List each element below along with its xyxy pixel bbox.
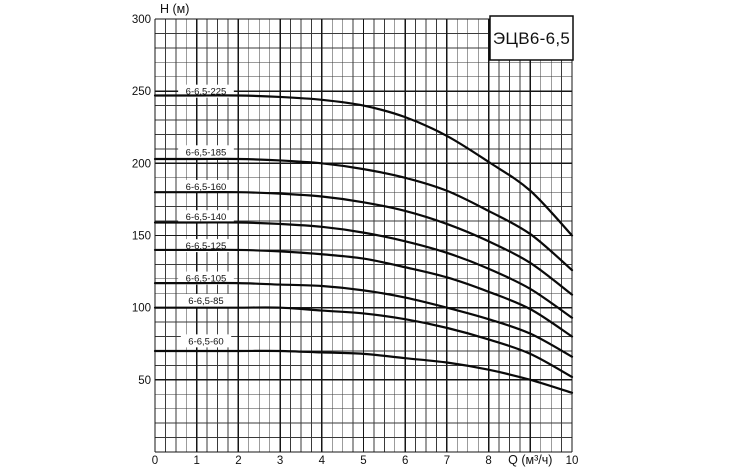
x-tick-label: 4 xyxy=(319,455,326,467)
model-title-frame xyxy=(489,15,574,61)
y-axis-title: H (м) xyxy=(160,2,189,16)
pump-curve xyxy=(153,248,574,338)
y-tick-label: 50 xyxy=(138,375,151,387)
pump-curves xyxy=(153,94,574,394)
curve-label-mask xyxy=(178,145,234,159)
x-tick-label: 5 xyxy=(360,455,366,467)
pump-curve xyxy=(153,281,574,358)
pump-curve xyxy=(153,221,574,319)
model-title-text: ЭЦВ6-6,5 xyxy=(493,29,570,48)
x-tick-label: 10 xyxy=(566,455,579,467)
model-title-box: ЭЦВ6-6,5 xyxy=(489,15,574,61)
curve-label-mask xyxy=(180,293,232,307)
x-tick-label: 6 xyxy=(402,455,408,467)
y-tick-label: 150 xyxy=(132,231,151,243)
curve-label-mask xyxy=(180,334,232,348)
x-tick-label: 0 xyxy=(152,455,158,467)
y-tick-label: 100 xyxy=(132,303,151,315)
pump-curve xyxy=(153,306,574,379)
x-tick-label: 1 xyxy=(193,455,199,467)
curve-label: 6-6,5-160 xyxy=(186,182,227,193)
pump-curve xyxy=(153,157,574,272)
curve-label-mask xyxy=(178,179,234,193)
curve-label-mask xyxy=(178,210,234,224)
pump-curve xyxy=(153,190,574,296)
x-tick-label: 7 xyxy=(444,455,450,467)
x-tick-label: 3 xyxy=(277,455,283,467)
axis-ticks: 50 100 150 200 250 300 0 1 2 3 4 5 6 7 8 10 xyxy=(132,14,579,467)
y-tick-label: 250 xyxy=(132,86,151,98)
y-tick-label: 200 xyxy=(132,158,151,170)
x-tick-label: 8 xyxy=(485,455,491,467)
curve-label-boxes xyxy=(178,84,234,348)
curve-labels: 6-6,5-225 6-6,5-185 6-6,5-160 6-6,5-140 6-6,… xyxy=(186,87,227,348)
curve-label: 6-6,5-140 xyxy=(186,212,227,223)
curve-label: 6-6,5-185 xyxy=(186,147,227,158)
y-tick-label: 300 xyxy=(132,14,151,26)
curve-label: 6-6,5-125 xyxy=(186,241,227,252)
curve-label-mask xyxy=(178,271,234,285)
curve-label: 6-6,5-105 xyxy=(186,274,227,285)
x-tick-label: 2 xyxy=(235,455,241,467)
pump-curve xyxy=(153,94,574,237)
pump-curve xyxy=(153,349,574,394)
x-axis-title: Q (м³/ч) xyxy=(508,453,552,467)
curve-label: 6-6,5-225 xyxy=(186,87,227,98)
curve-label: 6-6,5-60 xyxy=(188,336,223,347)
grid xyxy=(154,18,573,453)
curve-label: 6-6,5-85 xyxy=(188,296,223,307)
